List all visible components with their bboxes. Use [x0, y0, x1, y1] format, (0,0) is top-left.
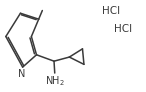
Text: HCl: HCl: [102, 6, 120, 16]
Text: N: N: [18, 69, 26, 79]
Text: NH$_2$: NH$_2$: [45, 74, 65, 88]
Text: HCl: HCl: [114, 24, 132, 34]
